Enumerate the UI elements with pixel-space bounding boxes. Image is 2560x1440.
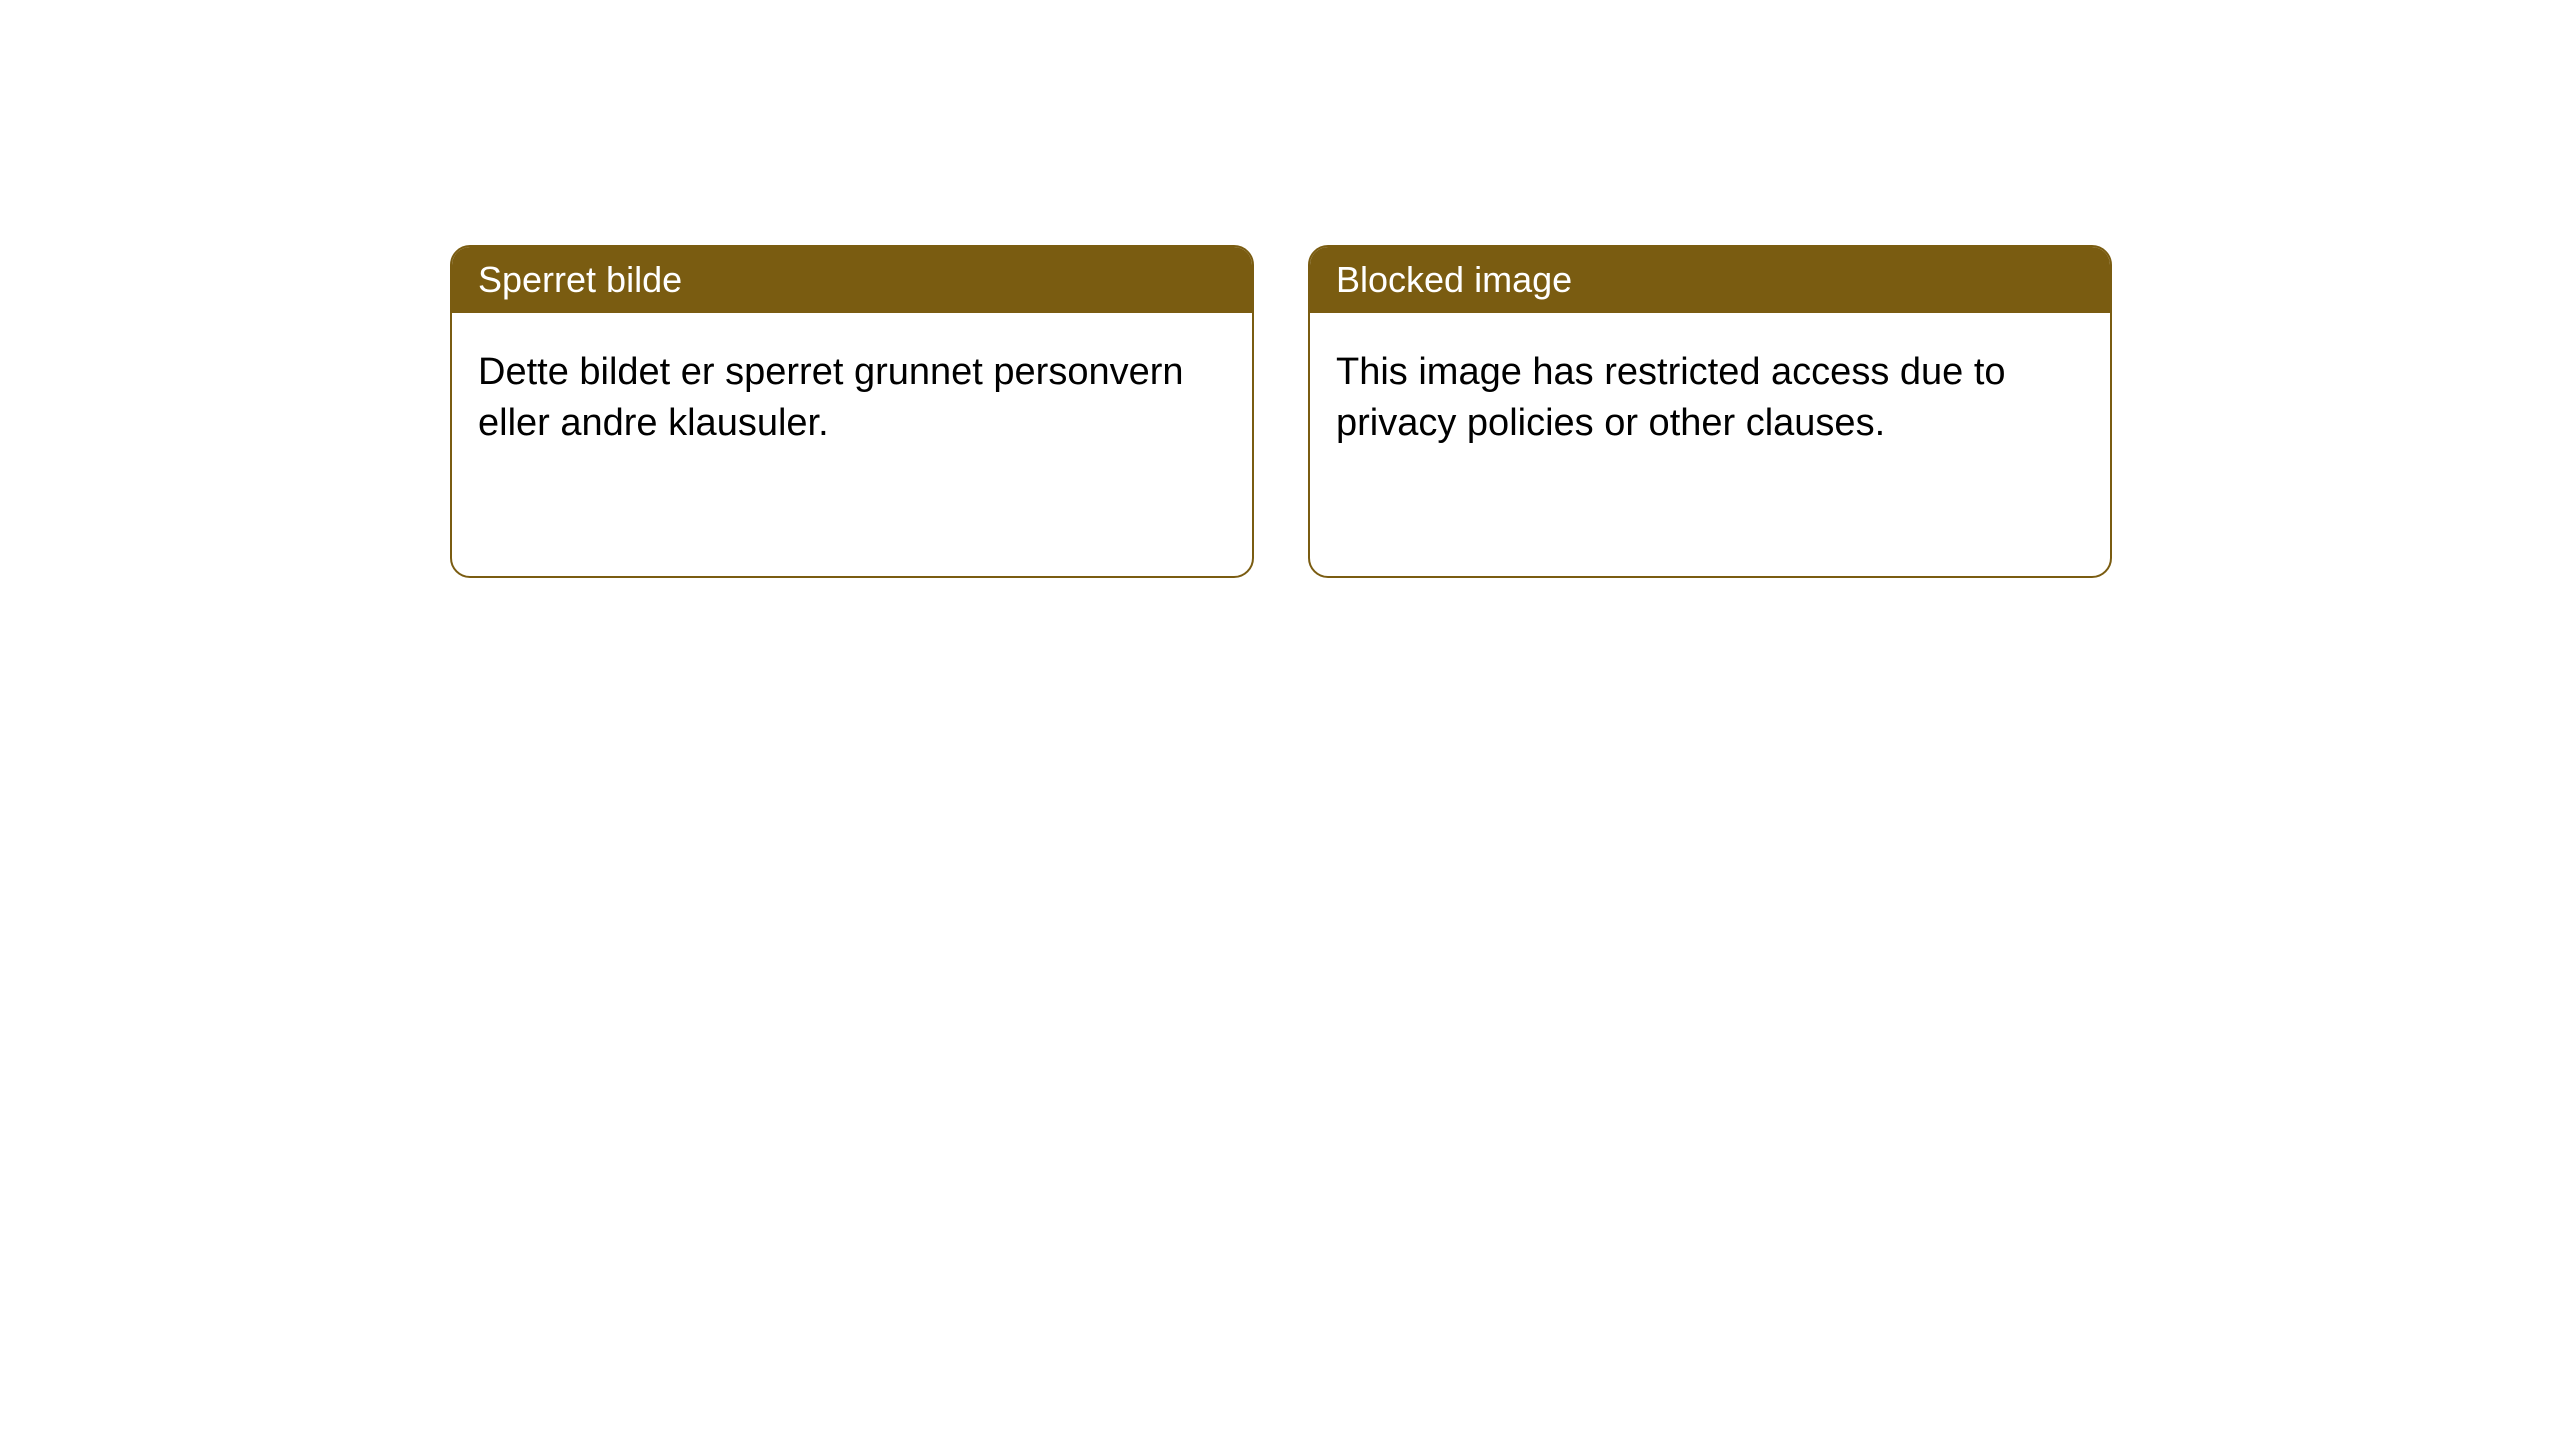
card-body-english: This image has restricted access due to … xyxy=(1310,313,2110,484)
card-body-norwegian: Dette bildet er sperret grunnet personve… xyxy=(452,313,1252,484)
card-header-norwegian: Sperret bilde xyxy=(452,247,1252,313)
cards-container: Sperret bilde Dette bildet er sperret gr… xyxy=(450,245,2112,578)
card-header-english: Blocked image xyxy=(1310,247,2110,313)
card-norwegian: Sperret bilde Dette bildet er sperret gr… xyxy=(450,245,1254,578)
card-english: Blocked image This image has restricted … xyxy=(1308,245,2112,578)
